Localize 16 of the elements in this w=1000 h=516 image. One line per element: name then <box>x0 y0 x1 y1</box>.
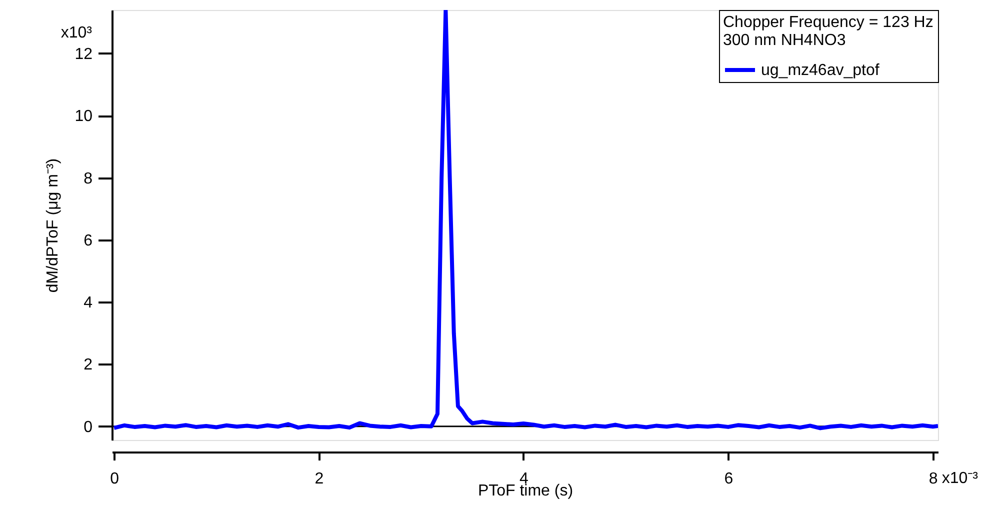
text: x10⁻³ <box>942 470 979 487</box>
y-axis-title: dM/dPToF (μg m⁻³) <box>44 158 62 293</box>
legend-title: Chopper Frequency = 123 Hz 300 nm NH4NO3 <box>723 14 934 49</box>
y-tick-label: 0 <box>84 418 93 436</box>
y-tick-label: 4 <box>84 294 93 312</box>
x-tick-label: 6 <box>724 470 734 488</box>
y-tick-label: 12 <box>74 46 93 63</box>
x-tick-label: 2 <box>314 470 324 488</box>
y-tick-label: 8 <box>84 170 93 188</box>
legend-label: ug_mz46av_ptof <box>761 62 880 79</box>
x-tick-label: 0 <box>110 470 120 488</box>
y-tick-label: 2 <box>84 356 93 374</box>
y-tick-label: 6 <box>84 232 93 250</box>
text: x10³ <box>60 24 93 42</box>
y-tick-label: 10 <box>74 108 93 126</box>
x-tick-label: 8 <box>928 470 938 488</box>
